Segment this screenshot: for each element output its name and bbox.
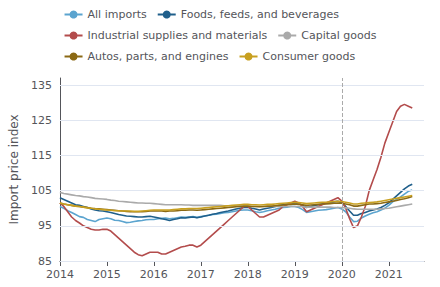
svg-text:105: 105	[31, 184, 52, 197]
svg-text:Autos, parts, and engines: Autos, parts, and engines	[88, 50, 229, 63]
svg-text:2021: 2021	[375, 268, 403, 281]
svg-text:2020: 2020	[328, 268, 356, 281]
svg-text:2019: 2019	[281, 268, 309, 281]
svg-text:85: 85	[38, 255, 52, 268]
svg-text:Foods, feeds, and beverages: Foods, feeds, and beverages	[181, 8, 339, 21]
svg-text:All imports: All imports	[88, 8, 147, 21]
svg-text:Capital goods: Capital goods	[301, 29, 376, 42]
svg-text:2014: 2014	[46, 268, 74, 281]
svg-text:Consumer goods: Consumer goods	[263, 50, 356, 63]
svg-text:95: 95	[38, 219, 52, 232]
svg-text:2016: 2016	[140, 268, 168, 281]
svg-text:Import price index: Import price index	[7, 114, 21, 224]
svg-text:125: 125	[31, 114, 52, 127]
svg-text:2018: 2018	[234, 268, 262, 281]
svg-text:135: 135	[31, 79, 52, 92]
svg-text:2015: 2015	[93, 268, 121, 281]
svg-text:Industrial supplies and materi: Industrial supplies and materials	[88, 29, 268, 42]
svg-text:115: 115	[31, 149, 52, 162]
svg-text:2017: 2017	[187, 268, 215, 281]
